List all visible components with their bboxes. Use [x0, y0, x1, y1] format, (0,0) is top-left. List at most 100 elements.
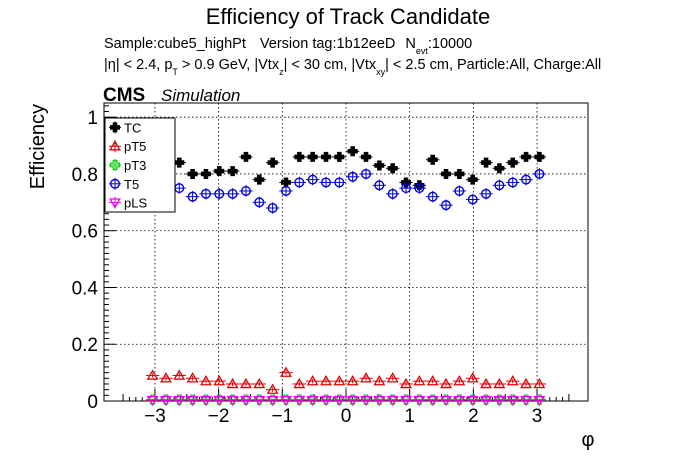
marker: [386, 372, 399, 383]
data-point: [239, 185, 253, 197]
y-tick-label: 0.6: [72, 222, 98, 243]
legend-marker-T5: [109, 178, 120, 189]
data-point: [452, 168, 467, 179]
data-point: [172, 369, 186, 380]
marker: [466, 372, 479, 383]
marker: [320, 375, 332, 386]
marker: [387, 188, 398, 199]
x-tick-label: 1: [404, 406, 415, 427]
marker: [146, 369, 159, 380]
data-point: [372, 179, 387, 191]
x-tick-label: 3: [532, 406, 543, 427]
marker: [187, 191, 198, 202]
marker: [254, 174, 265, 185]
data-point: [185, 395, 200, 407]
marker: [373, 375, 386, 386]
data-point: [479, 395, 493, 407]
marker: [280, 366, 292, 377]
data-point: [292, 151, 306, 162]
data-point: [386, 188, 400, 200]
marker: [347, 146, 358, 157]
series-pT5: [145, 366, 547, 394]
data-point: [199, 375, 213, 386]
data-point: [319, 176, 333, 189]
data-point: [225, 166, 240, 177]
data-point: [386, 163, 400, 174]
data-point: [479, 377, 493, 389]
marker: [334, 177, 345, 188]
marker: [160, 395, 172, 407]
data-point: [479, 188, 493, 200]
data-point: [332, 176, 346, 189]
marker: [240, 151, 251, 162]
marker: [200, 168, 211, 179]
data-point: [506, 176, 520, 189]
marker: [214, 188, 225, 199]
marker: [173, 395, 186, 407]
data-point: [399, 377, 413, 389]
data-point: [386, 395, 400, 407]
data-point: [452, 185, 467, 197]
marker: [293, 377, 306, 389]
data-point: [439, 168, 453, 179]
marker: [160, 372, 172, 383]
axes: −3 −2 −1 0 1 2 3 0 0.2 0.4 0.6 0.8 1: [72, 102, 589, 427]
data-point: [466, 395, 480, 407]
data-point: [239, 377, 253, 389]
legend-label-pT3: pT3: [124, 158, 146, 173]
marker: [400, 395, 412, 407]
data-point: [185, 168, 200, 179]
marker: [294, 151, 305, 162]
data-point: [399, 395, 413, 407]
data-point: [439, 377, 453, 389]
marker: [493, 395, 506, 407]
marker: [453, 395, 466, 407]
data-point: [426, 154, 440, 165]
data-point: [319, 375, 333, 386]
data-point: [346, 171, 360, 183]
marker: [320, 395, 332, 407]
data-point: [239, 395, 253, 407]
data-point: [172, 395, 186, 407]
marker: [361, 168, 372, 179]
marker: [266, 395, 279, 407]
data-point: [452, 395, 467, 407]
data-point: [252, 174, 266, 185]
marker: [200, 395, 212, 407]
marker: [254, 197, 265, 208]
marker: [481, 157, 492, 168]
data-point: [292, 176, 306, 189]
marker: [240, 395, 252, 407]
marker: [507, 157, 518, 168]
marker: [440, 377, 452, 389]
marker: [320, 151, 331, 162]
data-point: [305, 375, 320, 386]
data-point: [452, 375, 467, 386]
marker: [413, 395, 426, 407]
marker: [226, 377, 239, 389]
data-point: [199, 188, 213, 200]
marker: [186, 395, 199, 407]
nevt-label: N: [405, 36, 415, 52]
marker: [307, 151, 318, 162]
marker: [360, 372, 372, 383]
x-tick-label: −3: [144, 406, 166, 427]
marker: [280, 185, 291, 196]
marker: [200, 375, 212, 386]
data-point: [439, 395, 453, 407]
marker: [506, 395, 519, 407]
data-point: [265, 383, 280, 394]
marker: [294, 177, 305, 188]
y-tick-label: 1: [87, 108, 98, 129]
legend: TC pT5 pT3 T5 pLS: [104, 117, 176, 213]
data-point: [252, 395, 266, 407]
data-point: [225, 377, 240, 389]
version-label: Version tag:1b12eeD: [260, 36, 395, 52]
data-point: [532, 168, 547, 180]
data-point: [332, 395, 346, 407]
data-point: [359, 372, 373, 383]
data-point: [412, 395, 427, 407]
data-point: [426, 395, 440, 407]
marker: [361, 151, 372, 162]
marker: [494, 163, 505, 174]
